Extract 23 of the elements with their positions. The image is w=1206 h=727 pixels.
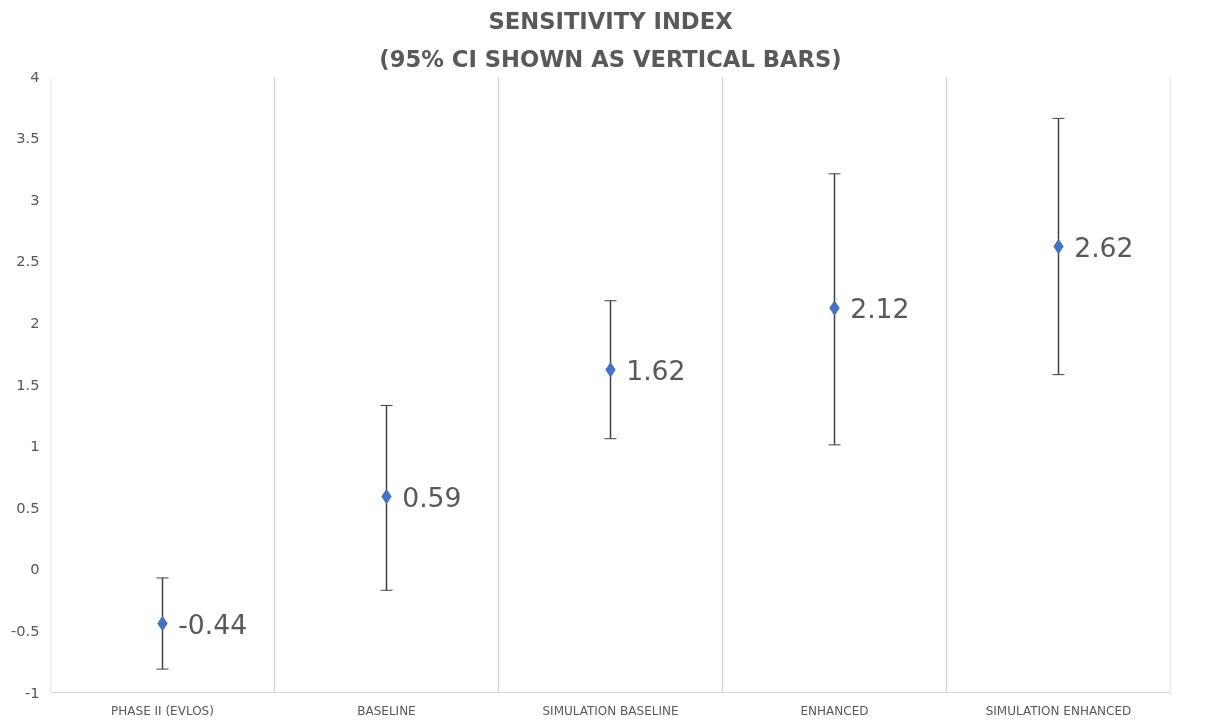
data-label: 0.59 bbox=[402, 481, 462, 513]
x-tick-label: SIMULATION ENHANCED bbox=[985, 703, 1132, 718]
y-tick-label: 2 bbox=[30, 313, 40, 331]
x-tick-label: ENHANCED bbox=[800, 703, 869, 718]
y-tick-label: 4 bbox=[30, 67, 40, 85]
data-label: 2.62 bbox=[1074, 231, 1134, 263]
chart-title: SENSITIVITY INDEX bbox=[488, 7, 734, 34]
x-tick-label: PHASE II (EVLOS) bbox=[111, 703, 214, 718]
y-tick-label: -1 bbox=[24, 683, 40, 701]
y-tick-label: 2.5 bbox=[16, 252, 40, 270]
data-label: 2.12 bbox=[850, 293, 910, 325]
y-tick-label: -0.5 bbox=[10, 621, 40, 639]
y-tick-label: 3 bbox=[30, 190, 40, 208]
chart-subtitle: (95% CI SHOWN AS VERTICAL BARS) bbox=[379, 45, 842, 72]
y-tick-label: 1 bbox=[30, 437, 40, 455]
x-tick-label: BASELINE bbox=[357, 703, 416, 718]
x-tick-label: SIMULATION BASELINE bbox=[542, 703, 679, 718]
data-label: -0.44 bbox=[178, 608, 248, 640]
data-label: 1.62 bbox=[626, 354, 686, 386]
y-tick-label: 3.5 bbox=[16, 129, 40, 147]
y-tick-label: 0 bbox=[30, 560, 40, 578]
y-tick-label: 1.5 bbox=[16, 375, 40, 393]
y-tick-label: 0.5 bbox=[16, 498, 40, 516]
